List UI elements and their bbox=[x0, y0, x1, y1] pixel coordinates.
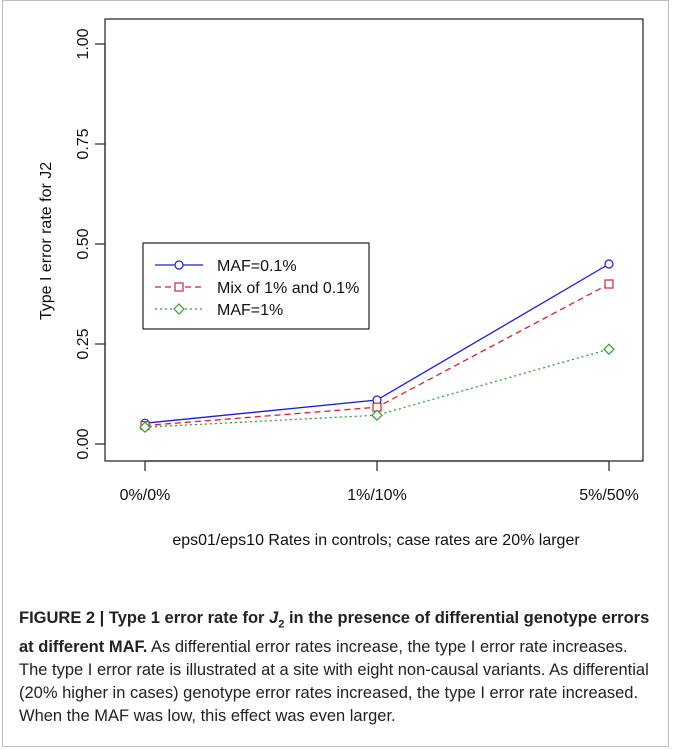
x-tick-label: 5%/50% bbox=[579, 487, 639, 504]
caption-title: FIGURE 2 | Type 1 error rate for J2 in t… bbox=[19, 609, 649, 656]
y-tick-label: 1.00 bbox=[75, 28, 92, 59]
caption-title-sub: 2 bbox=[278, 618, 285, 631]
data-point bbox=[371, 409, 383, 422]
figure-caption: FIGURE 2 | Type 1 error rate for J2 in t… bbox=[19, 607, 659, 728]
legend-marker bbox=[174, 260, 184, 270]
series-layer bbox=[139, 259, 615, 434]
caption-title-var: J bbox=[269, 609, 279, 627]
y-tick-label: 0.00 bbox=[75, 428, 92, 459]
y-axis: 0.00 0.25 0.50 0.75 1.00 bbox=[75, 28, 106, 460]
line-chart: 0.00 0.25 0.50 0.75 1.00 0%/0% 1%/10% 5%/50% M… bbox=[38, 18, 644, 549]
plot-border bbox=[104, 18, 644, 462]
caption-title-suffix: in the presence of differential genotype… bbox=[19, 609, 650, 657]
legend-label: MAF=0.1% bbox=[217, 258, 297, 275]
y-tick-label: 0.50 bbox=[75, 228, 92, 259]
x-tick-label: 1%/10% bbox=[347, 487, 407, 504]
data-point bbox=[604, 279, 614, 289]
legend-marker bbox=[174, 282, 184, 292]
data-point bbox=[139, 421, 151, 434]
y-axis-label: Type I error rate for J2 bbox=[38, 162, 55, 320]
x-axis-label: eps01/eps10 Rates in controls; case rate… bbox=[172, 532, 580, 549]
data-point bbox=[604, 259, 614, 269]
x-tick-label: 0%/0% bbox=[120, 487, 171, 504]
y-tick-label: 0.75 bbox=[75, 128, 92, 159]
caption-body: As differential error rates increase, th… bbox=[19, 638, 649, 726]
x-axis: 0%/0% 1%/10% 5%/50% bbox=[120, 460, 639, 504]
legend-label: Mix of 1% and 0.1% bbox=[217, 280, 359, 297]
legend-marker bbox=[173, 303, 185, 315]
caption-title-prefix: FIGURE 2 | Type 1 error rate for bbox=[19, 609, 270, 627]
legend-label: MAF=1% bbox=[217, 302, 283, 319]
series-3 bbox=[139, 343, 615, 434]
y-tick-label: 0.25 bbox=[75, 328, 92, 359]
data-point bbox=[603, 343, 615, 356]
legend: MAF=0.1% Mix of 1% and 0.1% MAF=1% bbox=[142, 242, 370, 330]
